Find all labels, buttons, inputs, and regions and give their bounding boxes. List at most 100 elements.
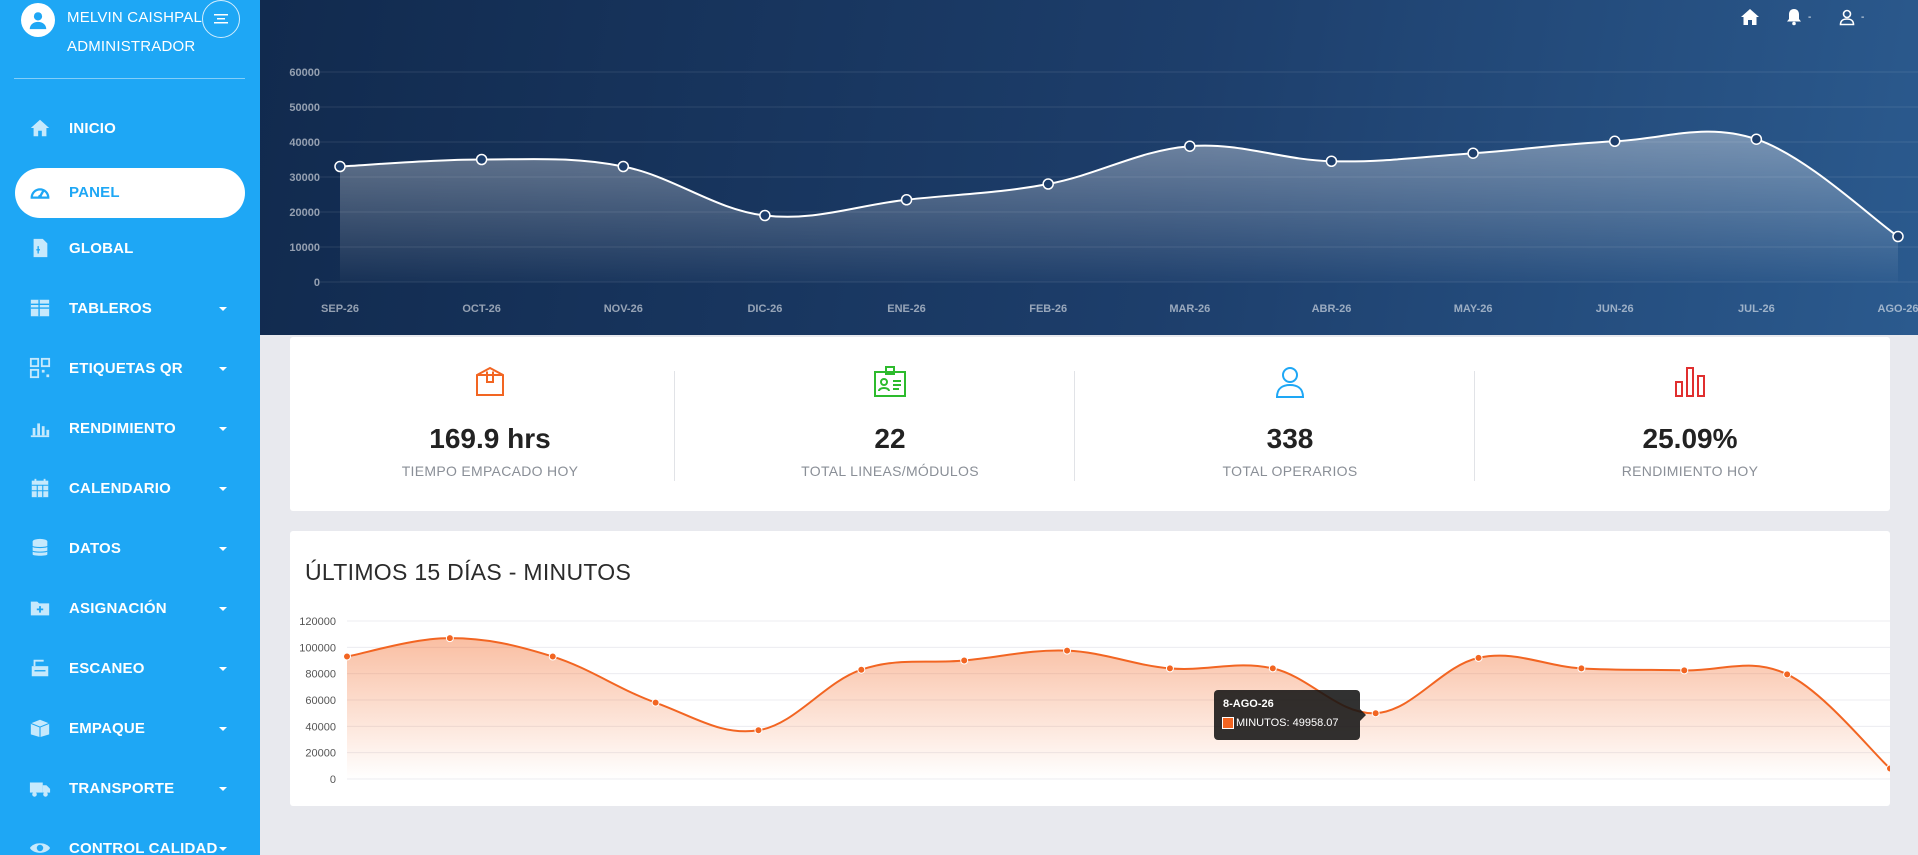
tooltip-separator: : (1286, 717, 1293, 729)
home-icon (28, 116, 52, 140)
y-tick-label: 100000 (299, 642, 336, 654)
data-point (759, 209, 771, 222)
stat-value: 338 (1266, 423, 1314, 454)
data-point (1577, 664, 1586, 673)
stat-value: 22 (874, 423, 906, 454)
document-icon (28, 236, 52, 260)
sidebar-item-inicio[interactable]: INICIO (0, 98, 260, 158)
calendar-icon (28, 476, 52, 500)
data-point (1268, 664, 1277, 673)
sidebar-item-label: ETIQUETAS QR (69, 359, 183, 377)
sidebar-item-panel[interactable]: PANEL (0, 158, 260, 218)
notifications-button[interactable]: - (1785, 7, 1811, 27)
stat-divider (674, 371, 675, 481)
sidebar: MELVIN CAISHPAL ADMINISTRADOR INICIO PANE… (0, 0, 260, 855)
y-tick-label: 60000 (289, 67, 320, 79)
sidebar-item-control-calidad[interactable]: CONTROL CALIDAD (0, 818, 260, 855)
active-pill (15, 168, 245, 218)
stat-total-operarios: 338 TOTAL OPERARIOS (1090, 337, 1490, 511)
y-tick-label: 40000 (289, 137, 320, 149)
data-point (754, 726, 763, 735)
menu-lines-icon (214, 14, 228, 24)
x-tick-label: OCT-26 (462, 303, 501, 315)
top-icons: - - (1618, 0, 1918, 36)
stat-total-lineas: 22 TOTAL LINEAS/MÓDULOS (690, 337, 1090, 511)
y-tick-label: 40000 (305, 721, 336, 733)
sidebar-item-tableros[interactable]: TABLEROS (0, 278, 260, 338)
x-tick-label: MAY-26 (1454, 303, 1493, 315)
sidebar-item-etiquetas-qr[interactable]: ETIQUETAS QR (0, 338, 260, 398)
y-tick-label: 80000 (305, 669, 336, 681)
bar-chart-icon (1675, 367, 1705, 397)
stat-divider (1474, 371, 1475, 481)
stat-divider (1074, 371, 1075, 481)
data-point (1063, 646, 1072, 655)
stat-value: 25.09% (1642, 423, 1738, 454)
sidebar-item-calendario[interactable]: CALENDARIO (0, 458, 260, 518)
y-tick-label: 20000 (289, 207, 320, 219)
sidebar-item-label: PANEL (69, 184, 120, 201)
x-tick-label: NOV-26 (604, 303, 643, 315)
data-point (1474, 653, 1483, 662)
tooltip-title: 8-AGO-26 (1223, 698, 1274, 710)
chevron-down-icon (219, 427, 227, 431)
sidebar-item-datos[interactable]: DATOS (0, 518, 260, 578)
data-point (1783, 670, 1792, 679)
sidebar-item-empaque[interactable]: EMPAQUE (0, 698, 260, 758)
package-icon (476, 366, 504, 396)
id-badge-icon (874, 366, 906, 397)
stats-card: 169.9 hrs TIEMPO EMPACADO HOY 22 TOTAL L… (290, 337, 1890, 511)
sidebar-item-global[interactable]: GLOBAL (0, 218, 260, 278)
sidebar-item-label: DATOS (69, 539, 122, 557)
stat-rendimiento-hoy: 25.09% RENDIMIENTO HOY (1490, 337, 1890, 511)
data-point (651, 698, 660, 707)
x-tick-label: ABR-26 (1312, 303, 1352, 315)
bar-chart-icon (28, 416, 52, 440)
sidebar-item-escaneo[interactable]: ESCANEO (0, 638, 260, 698)
tooltip-swatch (1222, 717, 1234, 729)
header-panel: - - 0 10000 20000 30000 40000 50000 60000 SEP-2… (260, 0, 1918, 335)
data-point (1892, 230, 1904, 243)
user-role: ADMINISTRADOR (67, 38, 196, 55)
home-icon (1741, 9, 1759, 25)
area-fill (347, 638, 1890, 779)
data-point (334, 160, 346, 173)
tooltip-series: MINUTOS (1236, 717, 1287, 729)
y-tick-label: 50000 (289, 102, 320, 114)
y-tick-label: 10000 (289, 242, 320, 254)
x-tick-label: ENE-26 (887, 303, 926, 315)
data-point (548, 652, 557, 661)
data-point (900, 194, 913, 206)
user-block: MELVIN CAISHPAL ADMINISTRADOR (0, 0, 260, 78)
menu-toggle-button[interactable] (202, 0, 240, 38)
data-point (1750, 133, 1763, 145)
scanner-icon (28, 656, 52, 680)
x-tick-label: AGO-26 (1878, 303, 1918, 315)
y-tick-label: 20000 (305, 748, 336, 760)
user-menu-button[interactable]: - (1838, 7, 1864, 27)
person-icon (1275, 367, 1305, 398)
chevron-down-icon (219, 547, 227, 551)
sidebar-item-label: TABLEROS (69, 299, 152, 317)
data-point (1325, 155, 1338, 167)
chart-tooltip: 8-AGO-26 MINUTOS: 49958.07 (1214, 690, 1366, 740)
database-icon (28, 536, 52, 560)
sidebar-item-asignacion[interactable]: ASIGNACIÓN (0, 578, 260, 638)
home-button[interactable] (1740, 7, 1760, 27)
chevron-down-icon (219, 787, 227, 791)
sidebar-divider (14, 78, 245, 79)
sidebar-item-rendimiento[interactable]: RENDIMIENTO (0, 398, 260, 458)
data-point (1184, 140, 1196, 152)
x-tick-label: JUN-26 (1596, 303, 1634, 315)
x-tick-label: MAR-26 (1169, 303, 1210, 315)
chevron-down-icon (219, 607, 227, 611)
x-tick-label: FEB-26 (1029, 303, 1067, 315)
sidebar-item-label: CALENDARIO (69, 479, 171, 497)
tooltip-value: 49958.07 (1292, 717, 1339, 729)
sidebar-item-label: ASIGNACIÓN (69, 599, 167, 617)
grid-icon (28, 296, 52, 320)
qr-code-icon (28, 356, 52, 380)
avatar[interactable] (21, 3, 55, 37)
y-tick-label: 0 (330, 774, 336, 786)
sidebar-item-transporte[interactable]: TRANSPORTE (0, 758, 260, 818)
